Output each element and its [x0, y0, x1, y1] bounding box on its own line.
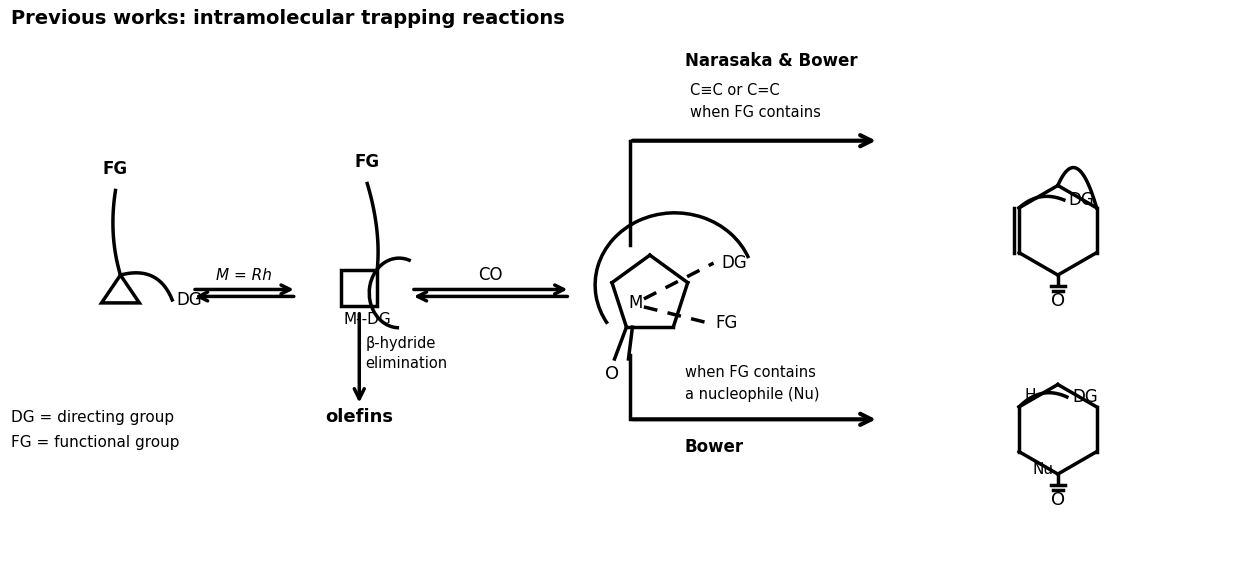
Text: Narasaka & Bower: Narasaka & Bower [684, 52, 857, 70]
Text: Previous works: intramolecular trapping reactions: Previous works: intramolecular trapping … [11, 9, 564, 28]
Bar [341, 270, 377, 306]
Text: DG: DG [722, 254, 748, 272]
Text: CO: CO [479, 266, 503, 284]
Text: O: O [1050, 292, 1065, 310]
Text: C≡C or C=C: C≡C or C=C [689, 83, 779, 99]
Text: H: H [1024, 388, 1037, 403]
Text: FG: FG [103, 159, 128, 177]
Text: FG: FG [715, 314, 738, 332]
Text: when FG contains: when FG contains [684, 365, 816, 380]
Text: O: O [1050, 491, 1065, 509]
Text: β-hydride: β-hydride [366, 336, 435, 351]
Text: Bower: Bower [684, 438, 744, 456]
Text: when FG contains: when FG contains [689, 105, 821, 120]
Text: FG: FG [355, 153, 379, 171]
Text: M--DG: M--DG [343, 312, 391, 327]
Text: Nu: Nu [1033, 462, 1054, 477]
Text: DG = directing group: DG = directing group [11, 410, 174, 425]
Text: elimination: elimination [366, 356, 448, 371]
Text: FG = functional group: FG = functional group [11, 435, 180, 450]
Text: a nucleophile (Nu): a nucleophile (Nu) [684, 387, 820, 402]
Text: DG: DG [1073, 388, 1099, 406]
Text: DG: DG [176, 291, 202, 309]
Text: olefins: olefins [325, 408, 393, 426]
Text: M = Rh: M = Rh [217, 268, 273, 282]
Text: O: O [605, 365, 620, 383]
Text: DG: DG [1069, 191, 1095, 209]
Text: M: M [629, 294, 644, 312]
